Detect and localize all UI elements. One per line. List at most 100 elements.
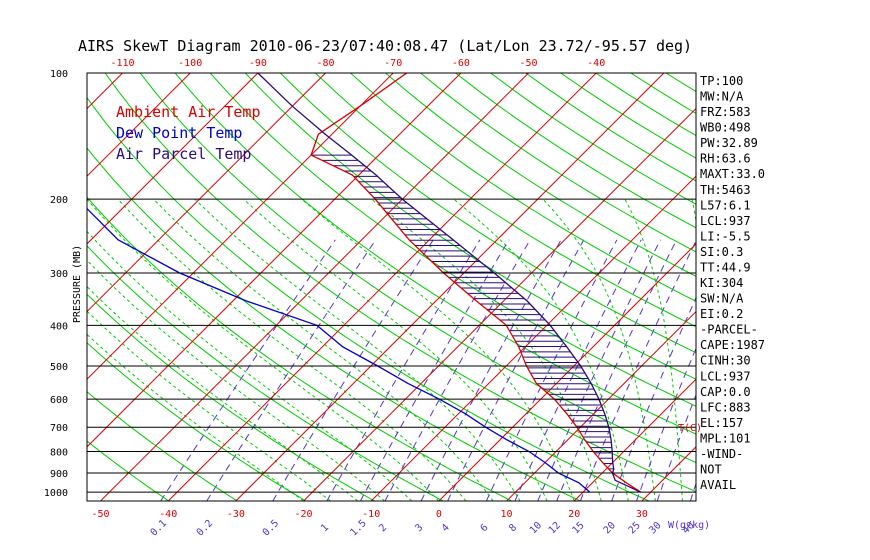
- mixing-ratio-line: [514, 239, 642, 501]
- mixing-ratio-line: [326, 239, 481, 501]
- top-temp-tick-label: -40: [587, 58, 605, 69]
- bottom-temp-tick-label: 10: [501, 509, 513, 520]
- plot-area: [87, 73, 696, 501]
- dry-adiabat-line: [385, 73, 696, 277]
- dry-adiabat-line: [87, 96, 650, 501]
- mixing-ratio-line: [359, 239, 510, 501]
- dry-adiabat-line: [279, 73, 696, 354]
- legend-item: Dew Point Temp: [116, 124, 242, 142]
- pressure-tick-label: 700: [50, 423, 68, 434]
- pressure-tick-label: 900: [50, 469, 68, 480]
- isotherm-line: [87, 73, 191, 177]
- mixing-ratio-line: [272, 239, 434, 501]
- dry-adiabat-line: [315, 73, 696, 328]
- stat-line: EL:157: [700, 416, 743, 430]
- bottom-temp-tick-label: 0: [436, 509, 442, 520]
- isotherm-line: [87, 73, 462, 448]
- stat-line: L57:6.1: [700, 198, 751, 212]
- moist-adiabat-line: [87, 230, 413, 501]
- stat-line: KI:304: [700, 276, 743, 290]
- stat-line: FRZ:583: [700, 105, 751, 119]
- isotherm-line: [87, 73, 394, 380]
- bottom-temp-tick-label: 30: [636, 509, 648, 520]
- bottom-temp-tick-label: -30: [227, 509, 245, 520]
- stat-line: EI:0.2: [700, 307, 743, 321]
- stat-line: CAPE:1987: [700, 338, 765, 352]
- moist-adiabat-line: [87, 285, 359, 501]
- stat-line: LI:-5.5: [700, 229, 751, 243]
- mixing-unit-label: W(g/kg): [668, 520, 710, 531]
- moist-adiabat-line: [117, 198, 467, 501]
- stat-line: WB0:498: [700, 121, 751, 135]
- isotherm-line: [303, 107, 696, 501]
- stat-line: MAXT:33.0: [700, 167, 765, 181]
- mixing-ratio-line: [579, 239, 696, 501]
- stat-line: RH:63.6: [700, 152, 751, 166]
- mixing-ratio-line: [656, 393, 696, 501]
- dry-adiabat-line: [87, 147, 581, 501]
- t-unit-label: T(C): [678, 423, 702, 434]
- dry-adiabat-line: [87, 293, 375, 501]
- moist-adiabat-line: [87, 310, 331, 501]
- isotherm-line: [438, 243, 696, 501]
- mixing-ratio-line: [160, 239, 336, 501]
- stat-line: NOT: [700, 463, 722, 477]
- top-temp-tick-label: -50: [520, 58, 538, 69]
- dry-adiabat-line: [87, 342, 307, 501]
- bottom-temp-tick-label: -20: [295, 509, 313, 520]
- top-temp-tick-label: -70: [384, 58, 402, 69]
- mixing-ratio-line: [485, 239, 618, 501]
- top-temp-tick-label: -110: [110, 58, 134, 69]
- stat-line: MPL:101: [700, 431, 751, 445]
- isotherm-line: [235, 73, 665, 501]
- pressure-tick-label: 200: [50, 195, 68, 206]
- stat-line: MW:N/A: [700, 90, 744, 104]
- dry-adiabat-line: [350, 73, 696, 302]
- dry-adiabat-line: [174, 73, 696, 435]
- top-temp-tick-label: -60: [452, 58, 470, 69]
- dry-adiabat-line: [87, 440, 169, 501]
- legend-item: Ambient Air Temp: [116, 103, 261, 121]
- isotherm-line: [573, 378, 696, 501]
- stat-line: PW:32.89: [700, 136, 758, 150]
- moist-adiabat-line: [243, 198, 548, 501]
- dry-adiabats: [87, 73, 696, 501]
- moist-adiabat-line: [87, 259, 386, 501]
- bottom-temp-tick-label: -50: [92, 509, 110, 520]
- mixing-ratio-line: [611, 296, 696, 501]
- moist-adiabat-line: [194, 198, 521, 501]
- isotherm-line: [167, 73, 597, 501]
- stat-line: TP:100: [700, 74, 743, 88]
- mixing-ratio-line: [447, 239, 585, 501]
- isotherm-line: [370, 175, 696, 501]
- dry-adiabat-line: [104, 73, 696, 493]
- dry-adiabat-line: [87, 391, 238, 501]
- bottom-temp-tick-label: -10: [362, 509, 380, 520]
- mixing-ratio-line: [636, 347, 696, 501]
- chart-title: AIRS SkewT Diagram 2010-06-23/07:40:08.4…: [78, 37, 692, 55]
- stat-line: LCL:937: [700, 369, 751, 383]
- pressure-tick-label: 800: [50, 448, 68, 459]
- pressure-tick-label: 300: [50, 269, 68, 280]
- bottom-temp-tick-label: -40: [159, 509, 177, 520]
- top-temp-tick-label: -100: [178, 58, 202, 69]
- moist-adiabats: [87, 198, 696, 501]
- stat-line: LCL:937: [700, 214, 751, 228]
- stat-line: TH:5463: [700, 183, 751, 197]
- dewpoint-line: [87, 207, 591, 493]
- isotherm-line: [87, 73, 326, 313]
- stat-line: -WIND-: [700, 447, 743, 461]
- dry-adiabat-line: [87, 245, 444, 501]
- stat-line: SW:N/A: [700, 292, 744, 306]
- stat-line: CAP:0.0: [700, 385, 751, 399]
- ambient-temp-line: [310, 73, 641, 493]
- bottom-temp-tick-label: 20: [568, 509, 580, 520]
- moist-adiabat-line: [624, 198, 683, 501]
- moist-adiabat-line: [87, 198, 440, 501]
- pressure-tick-label: 600: [50, 395, 68, 406]
- stat-line: AVAIL: [700, 478, 736, 492]
- dry-adiabat-line: [420, 73, 696, 253]
